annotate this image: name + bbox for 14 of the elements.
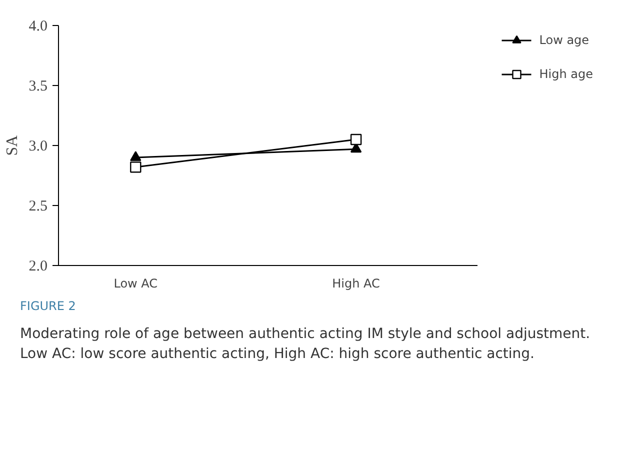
y-tick-label: 4.0 [28, 18, 48, 34]
x-tick-label: High AC [332, 276, 380, 290]
legend-label: Low age [539, 33, 590, 47]
point [350, 134, 362, 146]
y-tick-label: 2.5 [28, 198, 48, 214]
point [130, 162, 142, 173]
caption: FIGURE 2 [20, 298, 76, 315]
y-tick-label: 2.0 [28, 258, 48, 274]
text: Moderating role of age between authentic acting IM style and school adjustment. Low AC: low score authentic acting, High AC: high score authentic acting. [20, 325, 592, 364]
x-tick-label: Low AC [114, 276, 158, 290]
y-tick-label: 3.0 [28, 138, 48, 154]
y-tick-label: 3.5 [28, 78, 48, 94]
y-axis-title: SA [4, 134, 21, 156]
legend-label: High age [539, 67, 593, 81]
